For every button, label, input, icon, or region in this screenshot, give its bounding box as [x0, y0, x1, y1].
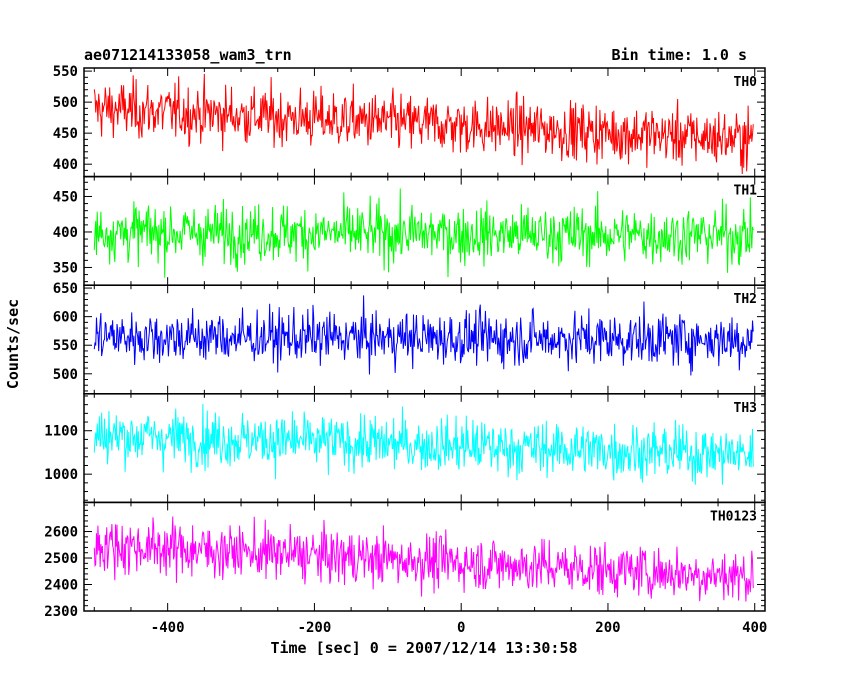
- x-axis-ticks: -400 -200 0 200 400: [151, 620, 768, 636]
- y-tick-label: 2400: [44, 578, 78, 594]
- y-tick-label: 550: [53, 338, 78, 354]
- panel-label-th0123: TH0123: [710, 509, 757, 524]
- y-tick-label: 400: [53, 225, 78, 241]
- y-tick-label: 2600: [44, 525, 78, 541]
- panel-th1: 350 400 450 TH1: [53, 175, 766, 286]
- x-tick-label: 0: [457, 620, 465, 636]
- x-tick-label: -400: [151, 620, 185, 636]
- y-tick-label: 1100: [44, 424, 78, 440]
- y-tick-label: 2300: [44, 604, 78, 620]
- y-tick-label: 500: [53, 95, 78, 111]
- panel-label-th2: TH2: [734, 292, 757, 307]
- panels-group: 400 450 500 550 TH0 350 400 450 TH1 500 550 600 650 T…: [44, 64, 766, 620]
- panel-th0: 400 450 500 550 TH0: [53, 64, 766, 178]
- bin-time-label: Bin time: 1.0 s: [612, 46, 747, 64]
- x-tick-label: -200: [298, 620, 332, 636]
- panel-label-th1: TH1: [734, 184, 758, 199]
- y-tick-label: 550: [53, 64, 78, 80]
- y-tick-label: 350: [53, 260, 78, 276]
- series-line-th1: [93, 188, 754, 278]
- y-tick-label: 2500: [44, 551, 78, 567]
- panel-label-th3: TH3: [734, 401, 757, 416]
- y-axis-label: Counts/sec: [4, 299, 22, 389]
- series-line-th2: [93, 295, 754, 376]
- y-tick-label: 500: [53, 367, 78, 383]
- y-tick-label: 1000: [44, 467, 78, 483]
- panel-label-th0: TH0: [734, 75, 758, 90]
- chart-title: ae071214133058_wam3_trn: [84, 46, 292, 64]
- x-tick-label: 400: [742, 620, 767, 636]
- panel-th2: 500 550 600 650 TH2: [53, 281, 766, 395]
- x-tick-label: 200: [595, 620, 620, 636]
- y-tick-label: 450: [53, 189, 78, 205]
- x-axis-label: Time [sec] 0 = 2007/12/14 13:30:58: [270, 639, 577, 657]
- panel-frame: [83, 175, 766, 286]
- series-line-th0: [93, 73, 754, 174]
- y-tick-label: 450: [53, 126, 78, 142]
- series-line-th3: [93, 403, 754, 485]
- y-tick-label: 400: [53, 157, 78, 173]
- series-line-th0123: [93, 516, 754, 602]
- y-tick-label: 650: [53, 281, 78, 297]
- y-tick-label: 600: [53, 310, 78, 326]
- panel-th3: 1000 1100 TH3: [44, 393, 766, 504]
- panel-th0123: 2300 2400 2500 2600 TH0123: [44, 501, 766, 620]
